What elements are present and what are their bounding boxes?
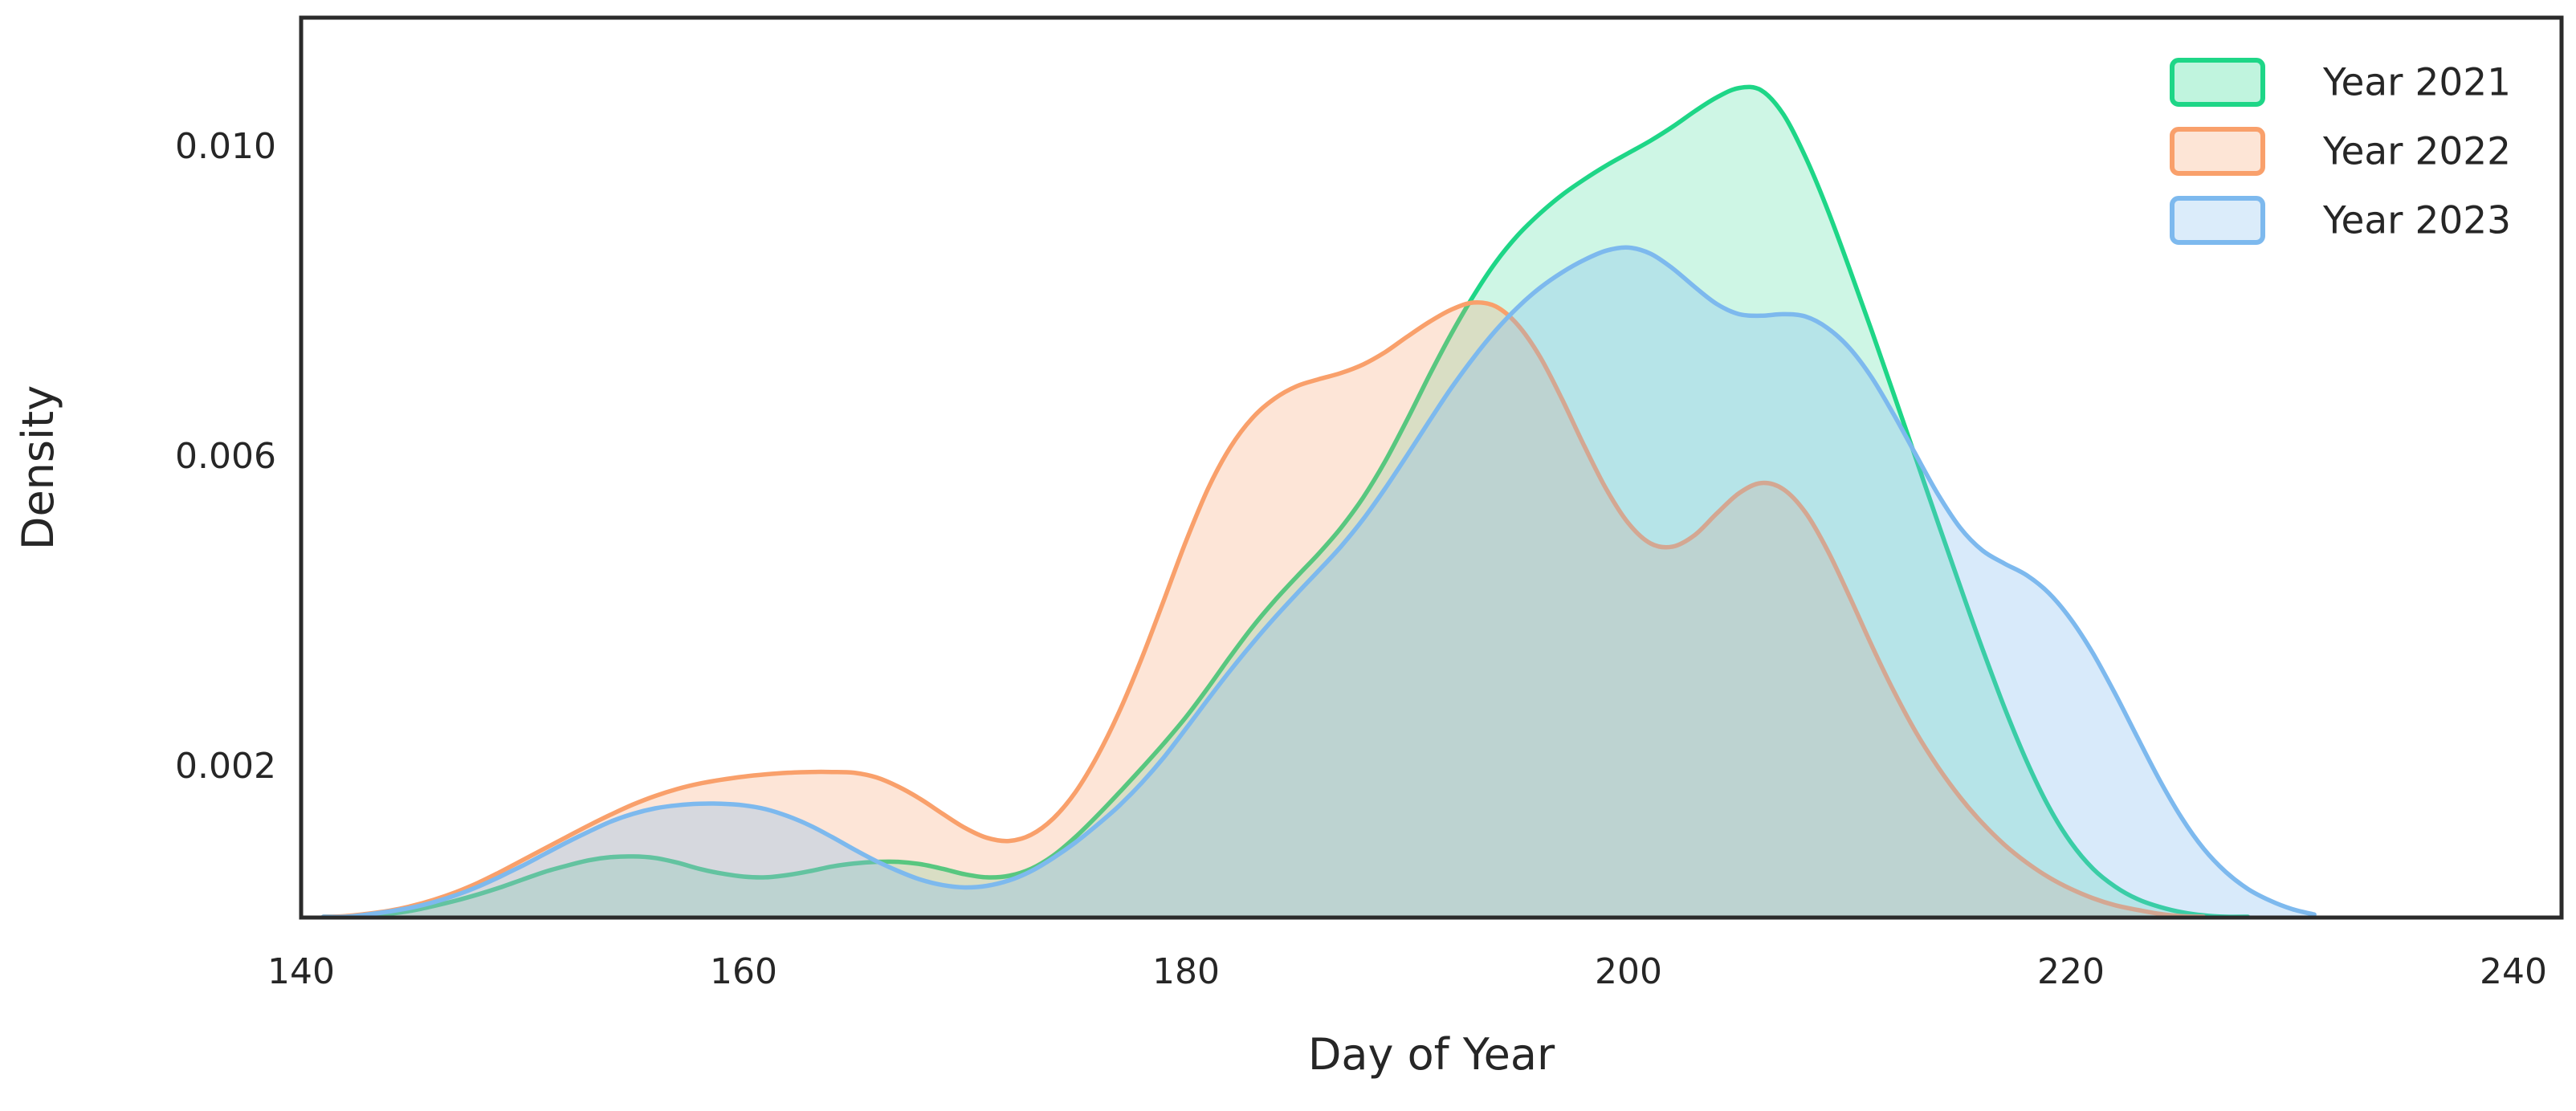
y-tick-label-0.010: 0.010 [175,126,276,167]
legend-label-year-2023: Year 2023 [2322,199,2511,243]
x-tick-label-240: 240 [2480,951,2547,992]
y-axis-title: Density [13,385,63,550]
kde-fill-year-2023 [323,247,2315,918]
kde-fill-year-2022 [323,302,2204,917]
x-tick-label-140: 140 [267,951,335,992]
kde-fill-year-2021 [323,87,2248,918]
legend-swatch-year-2021 [2170,58,2265,107]
x-axis-title: Day of Year [1308,1029,1555,1080]
legend-label-year-2022: Year 2022 [2322,130,2511,174]
legend-swatch-year-2022 [2170,127,2265,176]
y-tick-label-0.006: 0.006 [175,436,276,477]
x-tick-label-200: 200 [1595,951,1662,992]
kde-line-year-2021 [320,84,2251,919]
kde-line-year-2022 [320,299,2207,919]
x-tick-label-180: 180 [1152,951,1220,992]
kde-line-year-2023 [320,245,2317,919]
legend-swatch-year-2023 [2170,196,2265,245]
x-tick-label-160: 160 [710,951,777,992]
x-tick-label-220: 220 [2037,951,2105,992]
legend-label-year-2021: Year 2021 [2322,61,2511,105]
y-tick-label-0.002: 0.002 [175,746,276,787]
plot-border [299,15,2564,920]
